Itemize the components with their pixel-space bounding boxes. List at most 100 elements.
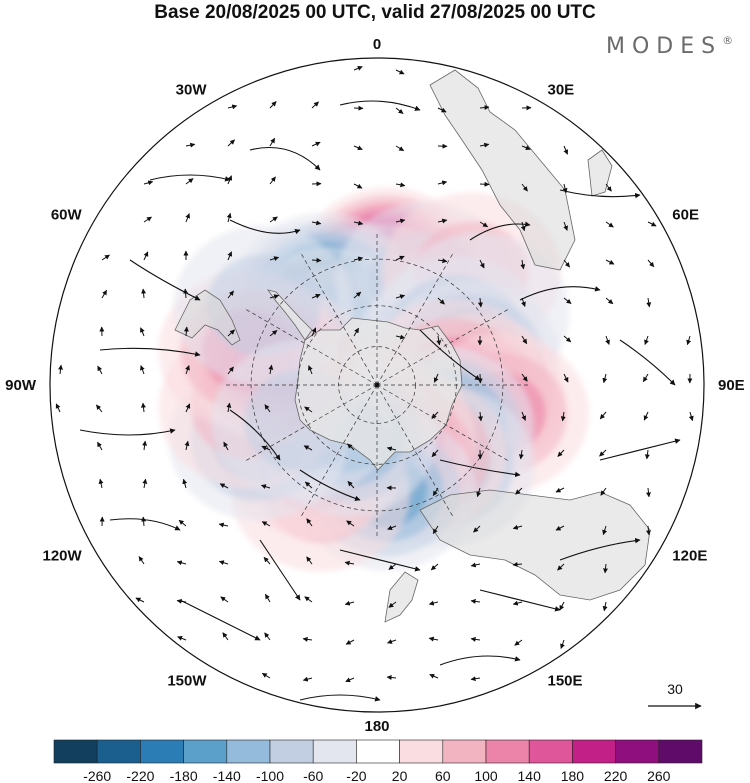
wind-arrow bbox=[479, 142, 490, 148]
wind-arrow bbox=[143, 216, 152, 223]
meridian-line bbox=[376, 384, 454, 518]
wind-arrow bbox=[183, 326, 189, 337]
brand-name: MODES bbox=[606, 34, 723, 59]
wind-arrow bbox=[395, 218, 406, 224]
colorbar-swatch bbox=[615, 739, 660, 764]
longitude-label: 180 bbox=[364, 718, 389, 735]
wind-arrow bbox=[304, 596, 313, 603]
wind-arrow bbox=[269, 256, 280, 262]
wind-arrow bbox=[387, 639, 397, 644]
wind-arrow bbox=[353, 183, 363, 189]
wind-arrow bbox=[395, 255, 405, 261]
wind-arrow bbox=[521, 297, 526, 307]
meridian-line bbox=[300, 384, 378, 518]
wind-arrow bbox=[143, 251, 149, 261]
wind-arrow bbox=[562, 183, 568, 194]
longitude-label: 60E bbox=[672, 207, 699, 224]
wind-arrow bbox=[387, 525, 397, 530]
wind-arrow bbox=[479, 105, 490, 111]
brand-logo: MODES® bbox=[606, 34, 733, 59]
colorbar-label: 260 bbox=[647, 768, 671, 783]
streamline bbox=[299, 694, 381, 702]
wind-arrow bbox=[306, 556, 313, 565]
streamline bbox=[179, 599, 261, 641]
wind-arrow bbox=[563, 145, 569, 155]
wind-arrow bbox=[437, 258, 448, 264]
wind-arrow bbox=[386, 675, 397, 680]
wind-arrow bbox=[308, 365, 313, 375]
streamline bbox=[479, 589, 561, 612]
colorbar-swatch bbox=[528, 739, 573, 764]
streamline bbox=[229, 219, 301, 235]
colorbar-swatch bbox=[442, 739, 487, 764]
wind-arrow bbox=[353, 327, 360, 337]
meridian-line bbox=[376, 252, 454, 386]
wind-arrow bbox=[353, 145, 363, 151]
colorbar-label: 220 bbox=[604, 768, 628, 783]
wind-arrow bbox=[602, 373, 608, 384]
wind-arrow bbox=[311, 327, 317, 337]
wind-arrow bbox=[141, 288, 147, 299]
wind-arrow bbox=[218, 560, 229, 566]
meridian-line bbox=[300, 252, 378, 386]
wind-arrow bbox=[220, 596, 229, 603]
wind-arrow bbox=[227, 366, 234, 375]
graticule bbox=[224, 232, 530, 538]
wind-arrow bbox=[479, 221, 489, 228]
wind-arrow bbox=[219, 483, 229, 489]
wind-arrow bbox=[55, 403, 61, 413]
longitude-label: 120E bbox=[672, 548, 707, 565]
wind-arrow bbox=[176, 598, 187, 604]
wind-arrow bbox=[185, 178, 194, 185]
wind-arrow bbox=[139, 327, 145, 337]
wind-arrow bbox=[563, 297, 572, 304]
wind-arrow bbox=[563, 221, 568, 231]
wind-arrow bbox=[560, 411, 566, 422]
wind-arrow bbox=[602, 525, 608, 536]
longitude-label: 60W bbox=[51, 207, 83, 224]
wind-arrow bbox=[261, 445, 271, 451]
streamline bbox=[99, 347, 201, 357]
colorbar-label: 60 bbox=[435, 768, 451, 783]
wind-arrow bbox=[643, 411, 649, 421]
wind-arrow bbox=[345, 639, 355, 645]
longitude-label: 90E bbox=[718, 377, 745, 394]
wind-arrow bbox=[302, 676, 313, 682]
streamline bbox=[599, 438, 681, 461]
wind-arrow bbox=[226, 402, 232, 413]
colorbar-label: 100 bbox=[474, 768, 498, 783]
wind-arrow bbox=[521, 183, 528, 192]
wind-arrow bbox=[515, 487, 523, 495]
wind-arrow bbox=[605, 297, 614, 305]
meridian-line bbox=[376, 384, 510, 462]
wind-arrow bbox=[430, 563, 439, 571]
wind-arrow bbox=[263, 556, 271, 565]
wind-arrow bbox=[557, 449, 565, 457]
wind-arrow bbox=[395, 294, 406, 300]
colorbar-swatch bbox=[269, 739, 314, 764]
wind-arrow bbox=[686, 335, 692, 346]
wind-arrow bbox=[388, 563, 397, 570]
wind-arrow bbox=[97, 441, 103, 451]
wind-arrow bbox=[311, 101, 319, 109]
latitude-circle bbox=[250, 258, 504, 512]
wind-arrow bbox=[646, 525, 651, 536]
wind-arrow bbox=[605, 221, 614, 228]
brand-mark: ® bbox=[722, 34, 734, 47]
antarctica bbox=[294, 317, 463, 471]
wind-arrow bbox=[431, 411, 439, 419]
wind-arrow bbox=[479, 181, 490, 187]
wind-arrow bbox=[557, 563, 565, 571]
wind-arrow bbox=[470, 598, 481, 604]
wind-arrow bbox=[437, 218, 448, 224]
wind-arrow bbox=[599, 411, 607, 420]
wind-arrow bbox=[227, 251, 233, 261]
wind-arrow bbox=[512, 561, 523, 567]
wind-arrow bbox=[140, 402, 146, 413]
colorbar-label: -20 bbox=[346, 768, 366, 783]
wind-arrow bbox=[141, 516, 147, 527]
streamline bbox=[149, 174, 231, 182]
meridian-line bbox=[376, 308, 510, 386]
streamline bbox=[419, 329, 481, 381]
chart-title: Base 20/08/2025 00 UTC, valid 27/08/2025… bbox=[154, 2, 596, 23]
